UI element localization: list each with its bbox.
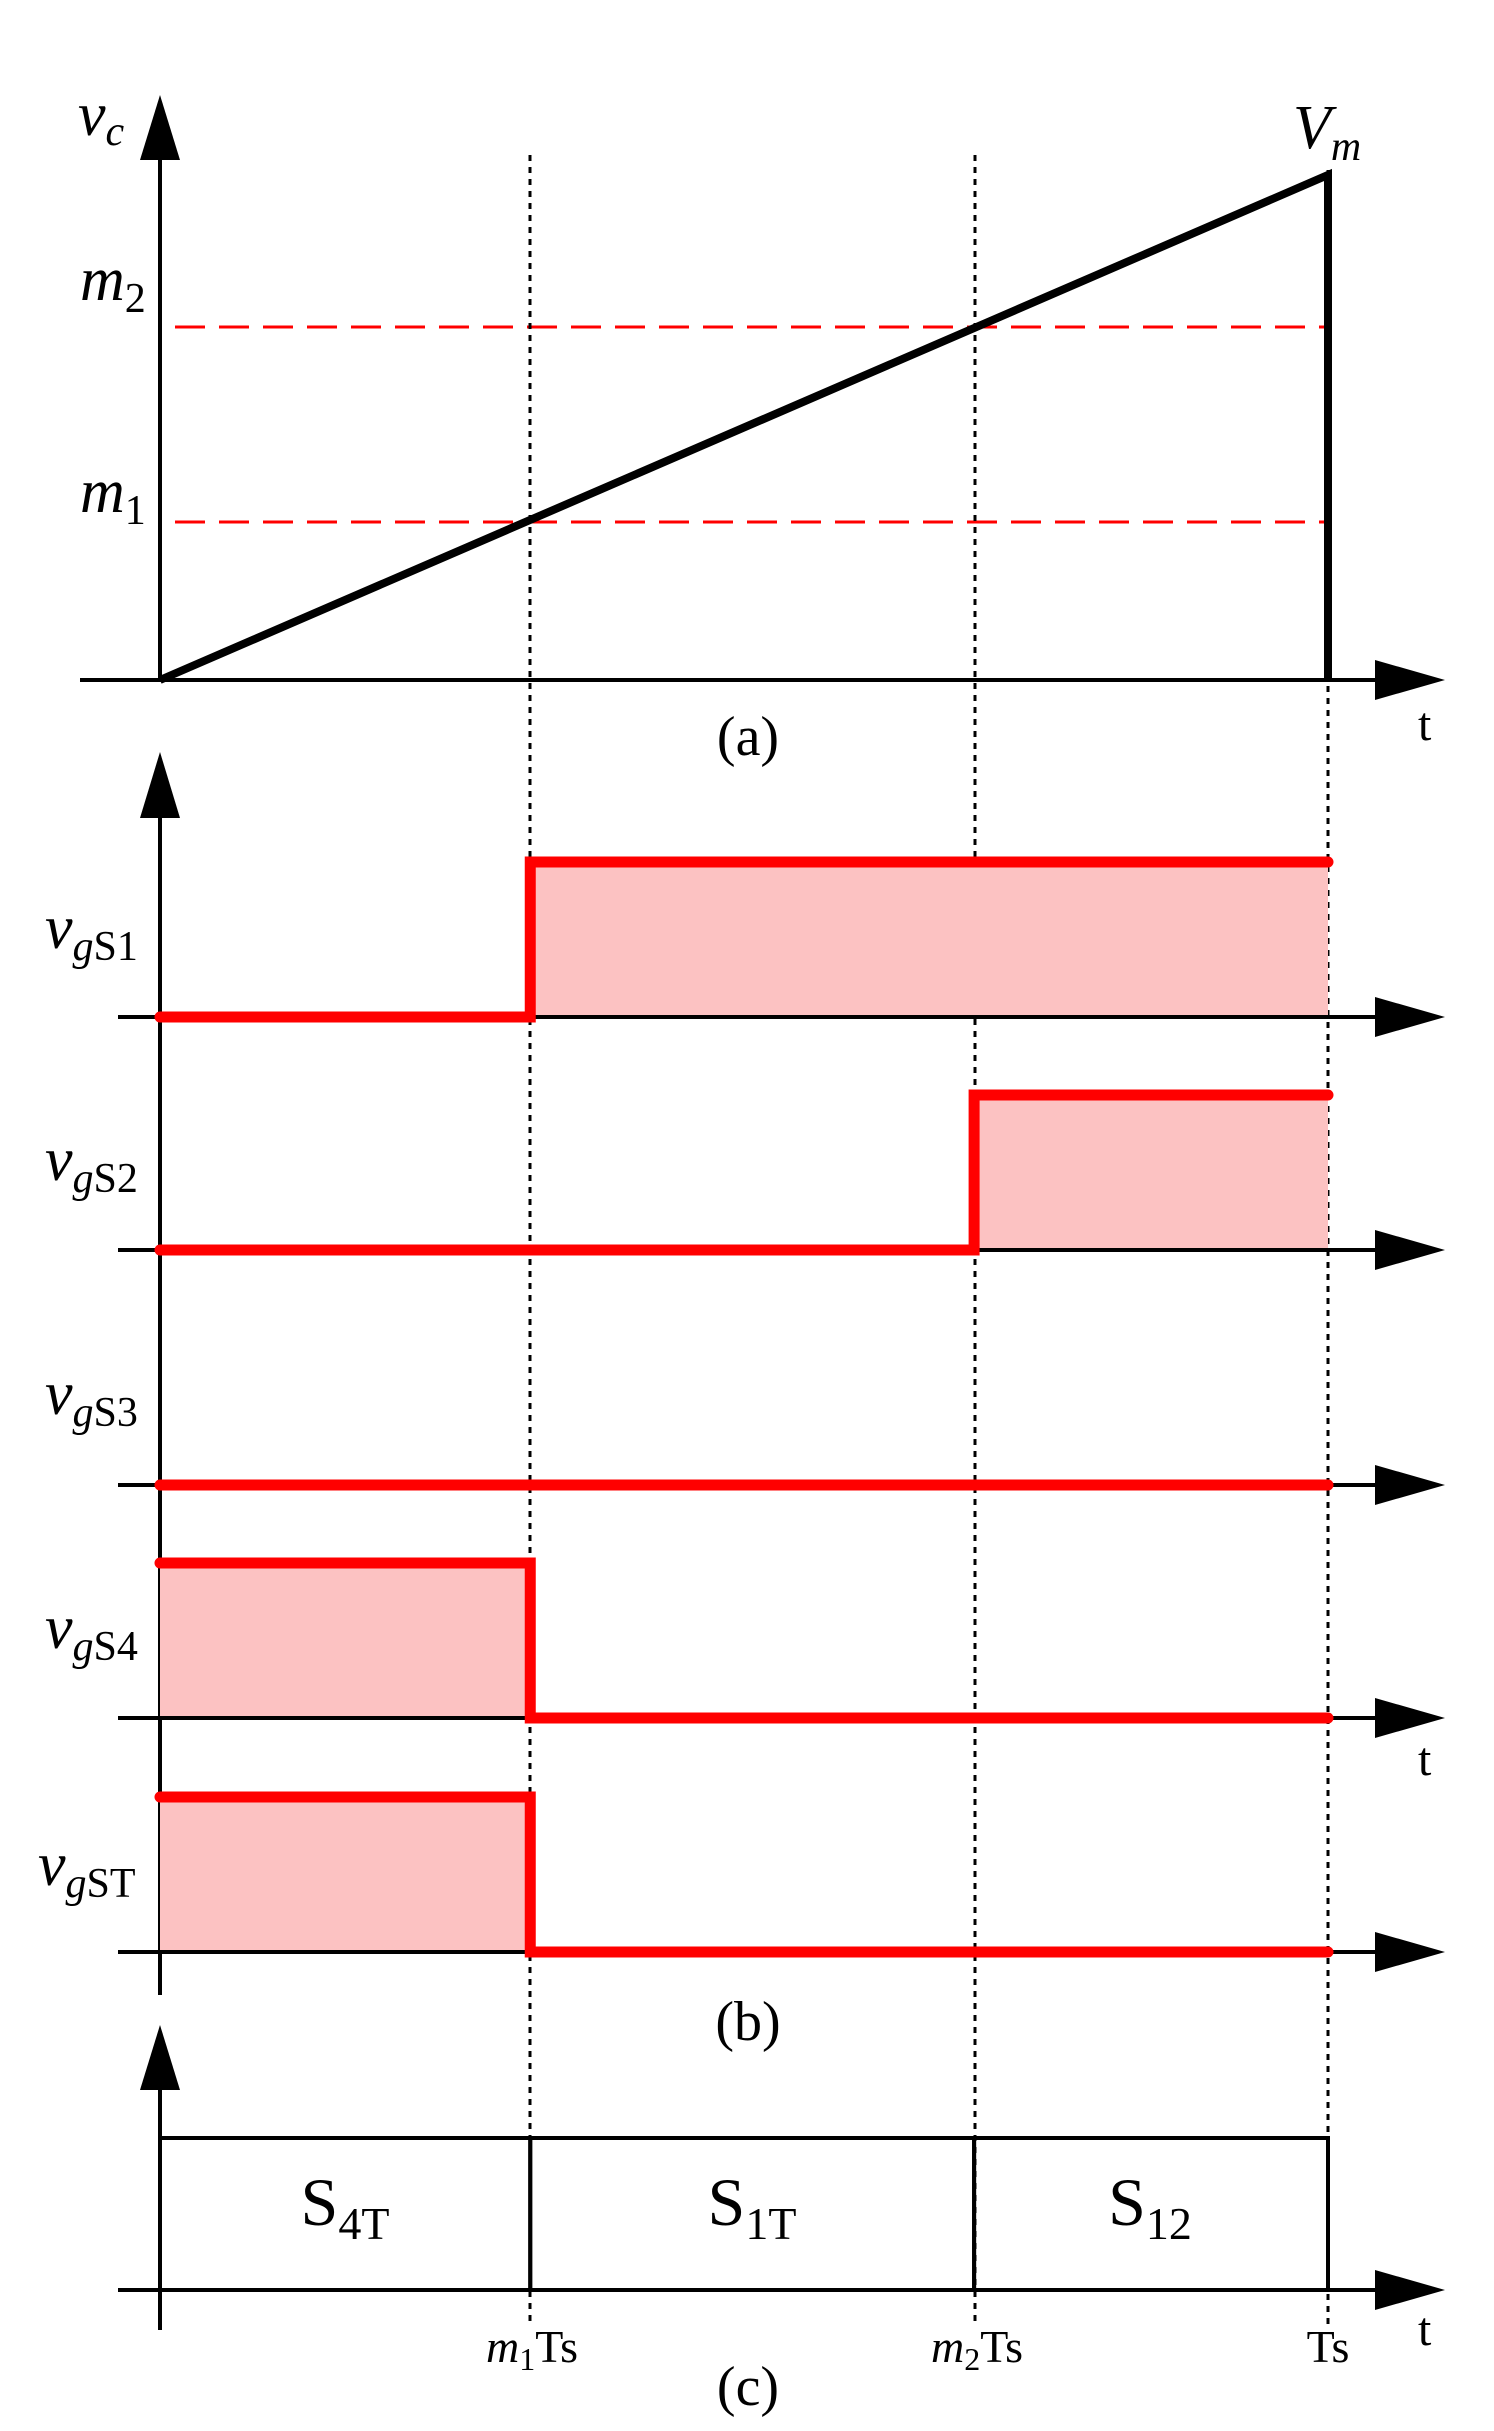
switching-state-boxes: [158, 2136, 1330, 2292]
panel-c-y-arrow: [140, 2025, 180, 2090]
vm-peak-label: Vm: [1293, 94, 1361, 170]
vgst-axis-arrow: [1375, 1932, 1445, 1972]
state-label-s12: S12: [1108, 2164, 1192, 2249]
gate-signal-fills: [160, 862, 1328, 1952]
vgs2-trace: [154, 1089, 1334, 1256]
state-label-s4t: S4T: [301, 2164, 390, 2249]
tick-m1ts: m1Ts: [486, 2321, 578, 2377]
tick-m2ts: m2Ts: [931, 2321, 1023, 2377]
panel-b-t-label: t: [1418, 1733, 1432, 1786]
vgst-trace: [154, 1791, 1334, 1958]
vgs1-trace: [154, 856, 1334, 1023]
vgs4-high-fill: [160, 1563, 531, 1718]
state-label-s1t: S1T: [708, 2164, 797, 2249]
state-box-s12: [972, 2136, 1330, 2292]
vgs4-label: vgS4: [45, 1594, 138, 1670]
panel-b-caption: (b): [715, 1991, 780, 2053]
panel-a-caption: (a): [717, 706, 779, 768]
m1-level-label: m1: [80, 458, 146, 534]
panel-c-caption: (c): [717, 2356, 779, 2418]
vgs2-axis-arrow: [1375, 1230, 1445, 1270]
panel-a: vc Vm m2 m1 t (a): [78, 81, 1445, 768]
vgst-label: vgST: [38, 1831, 136, 1907]
vgs4-axis-arrow: [1375, 1698, 1445, 1738]
vc-axis-label: vc: [78, 81, 125, 155]
sawtooth-carrier: [158, 168, 1332, 684]
vgst-high-fill: [160, 1797, 531, 1952]
panel-b-y-arrow: [140, 752, 180, 818]
gate-signal-traces: [154, 856, 1334, 1958]
panel-b: vgS1 vgS2 vgS3 vgS4 vgST t (b): [38, 752, 1445, 2053]
vgs2-high-fill: [974, 1095, 1328, 1250]
vgs3-axis-arrow: [1375, 1465, 1445, 1505]
vgs2-label: vgS2: [45, 1126, 138, 1202]
vgs1-high-fill: [530, 862, 1328, 1017]
panel-c-x-arrow: [1375, 2270, 1445, 2310]
vgs3-label: vgS3: [45, 1360, 138, 1436]
panel-a-t-label: t: [1418, 698, 1432, 751]
panel-c-t-label: t: [1418, 2303, 1432, 2356]
m2-level-label: m2: [80, 246, 146, 322]
vgs1-axis-arrow: [1375, 997, 1445, 1037]
panel-c: S4T S1T S12 m1Ts m2Ts Ts t (c): [118, 2025, 1445, 2418]
vgs1-label: vgS1: [45, 894, 138, 970]
tick-ts: Ts: [1307, 2321, 1350, 2372]
vgs4-trace: [154, 1557, 1334, 1724]
panel-a-x-arrow: [1375, 660, 1445, 700]
panel-a-y-arrow: [140, 95, 180, 160]
